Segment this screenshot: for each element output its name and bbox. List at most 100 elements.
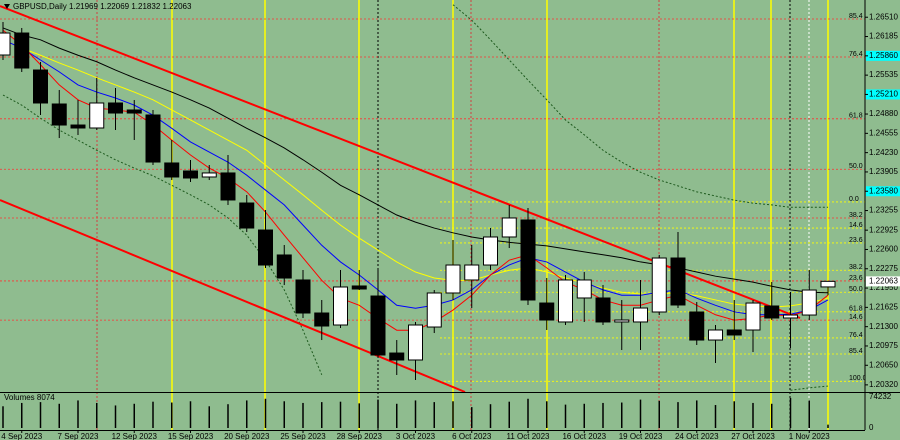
candle-body	[539, 302, 555, 321]
candle-body	[0, 32, 11, 56]
candle-body	[183, 170, 198, 179]
fib-level-label: 50.0	[849, 286, 863, 293]
x-tick-label: 25 Sep 2023	[280, 432, 326, 440]
y-tick-label: 1.24555	[869, 128, 898, 137]
y-tick-label: 1.23580	[869, 186, 898, 195]
y-tick-label: 1.22600	[869, 245, 898, 254]
chart-header: GBPUSD,Daily 1.21969 1.22069 1.21832 1.2…	[13, 2, 192, 11]
y-tick-label: 1.21300	[869, 322, 898, 331]
trend-line-lower	[0, 199, 466, 393]
candle-body	[258, 229, 273, 266]
candle-body	[651, 257, 667, 313]
x-tick-label: 11 Oct 2023	[507, 432, 551, 440]
candle-body	[520, 219, 536, 301]
y-tick-label: 1.20650	[869, 360, 898, 369]
candle-body	[220, 172, 236, 201]
volume-title: Volumes	[4, 393, 35, 402]
candle-body	[426, 292, 442, 328]
candle-body	[14, 32, 30, 69]
header-close: 1.22063	[163, 2, 192, 11]
candle-body	[201, 172, 217, 178]
candle-body	[501, 217, 517, 238]
y-tick-label: 1.24880	[869, 109, 898, 118]
fibonacci-levels: 85.4 76.4 61.8 50.0 38.2 23.6 14.6 0.0 14.6 23.6 3…	[0, 13, 867, 382]
x-tick-label: 19 Oct 2023	[619, 432, 663, 440]
candle-body	[33, 69, 48, 104]
price-marker	[866, 50, 900, 61]
price-axis: 1.26510 1.26185 1.25860 1.25535 1.25210 1.248…	[864, 0, 900, 440]
x-tick-label: 4 Sep 2023	[1, 432, 42, 440]
volume-pane: 74232 0	[2, 392, 892, 432]
header-open: 1.21969	[69, 2, 98, 11]
y-tick-label: 1.26510	[869, 12, 898, 21]
candle-body	[614, 319, 630, 323]
x-tick-label: 24 Oct 2023	[675, 432, 719, 440]
candle-body	[708, 329, 723, 341]
menu-triangle[interactable]	[4, 4, 10, 9]
candle-body	[108, 102, 123, 114]
candle-body	[726, 329, 742, 336]
candle-body	[276, 254, 292, 279]
fib-level-label: 50.0	[849, 163, 863, 170]
symbol: GBPUSD,Daily	[13, 2, 67, 11]
candle-body	[576, 279, 592, 299]
candle-body	[595, 297, 611, 323]
indicator-line	[2, 27, 829, 294]
volume-label: Volumes 8074	[4, 393, 55, 402]
candle-body	[314, 312, 330, 327]
y-tick-label: 1.20320	[869, 380, 898, 389]
candle-body	[745, 302, 761, 331]
x-tick-label: 1 Nov 2023	[789, 432, 830, 440]
fib-level-label: 61.8	[849, 113, 863, 120]
axis-background	[865, 0, 900, 440]
price-marker	[866, 186, 900, 197]
indicator-line	[2, 94, 323, 375]
candle-body	[445, 264, 461, 294]
volume-last: 8074	[37, 393, 55, 402]
y-tick-label: 1.22925	[869, 225, 898, 234]
indicator-line	[2, 39, 829, 316]
layout	[96, 0, 829, 430]
y-tick-label: 1.25860	[869, 51, 898, 60]
candle-body	[783, 314, 798, 319]
fib-level-label: 85.4	[849, 348, 863, 355]
x-tick-label: 6 Oct 2023	[452, 432, 492, 440]
candle-body	[333, 286, 348, 326]
x-tick-label: 3 Oct 2023	[396, 432, 436, 440]
x-tick-label: 28 Sep 2023	[337, 432, 383, 440]
candle-body	[164, 162, 180, 178]
y-tick-label: 1.21950	[869, 283, 898, 292]
indicator-line	[452, 4, 828, 208]
fib-level-label: 61.8	[849, 306, 863, 313]
header-low: 1.21832	[131, 2, 160, 11]
volume-tick-label: 0	[869, 423, 874, 432]
y-tick-label: 1.25210	[869, 90, 898, 99]
candle-body	[51, 103, 67, 126]
candle-body	[820, 280, 836, 288]
x-tick-label: 15 Sep 2023	[168, 432, 214, 440]
time-axis: 4 Sep 2023 7 Sep 2023 12 Sep 2023 15 Sep 20…	[1, 430, 830, 440]
x-tick-label: 27 Oct 2023	[731, 432, 775, 440]
fib-level-label: 23.6	[849, 237, 863, 244]
fib-level-label: 14.6	[849, 222, 863, 229]
x-tick-label: 12 Sep 2023	[112, 432, 158, 440]
volume-tick-label: 74232	[869, 392, 892, 401]
candle-body	[558, 279, 573, 323]
y-tick-label: 1.23905	[869, 167, 898, 176]
fib-level-label: 76.4	[849, 51, 863, 58]
x-tick-label: 16 Oct 2023	[562, 432, 606, 440]
candle-body	[670, 257, 686, 306]
y-tick-label: 1.21625	[869, 302, 898, 311]
fib-level-label: 14.6	[849, 314, 863, 321]
current-price-label: 1.22063	[869, 276, 898, 285]
indicator-line	[2, 39, 829, 308]
candle-body	[295, 279, 311, 314]
y-tick-label: 1.23255	[869, 206, 898, 215]
candle-body	[239, 202, 255, 229]
fib-level-label: 100.0	[849, 375, 867, 382]
candle-body	[689, 311, 705, 341]
candle-body	[70, 124, 86, 129]
y-tick-label: 1.26185	[869, 32, 898, 41]
